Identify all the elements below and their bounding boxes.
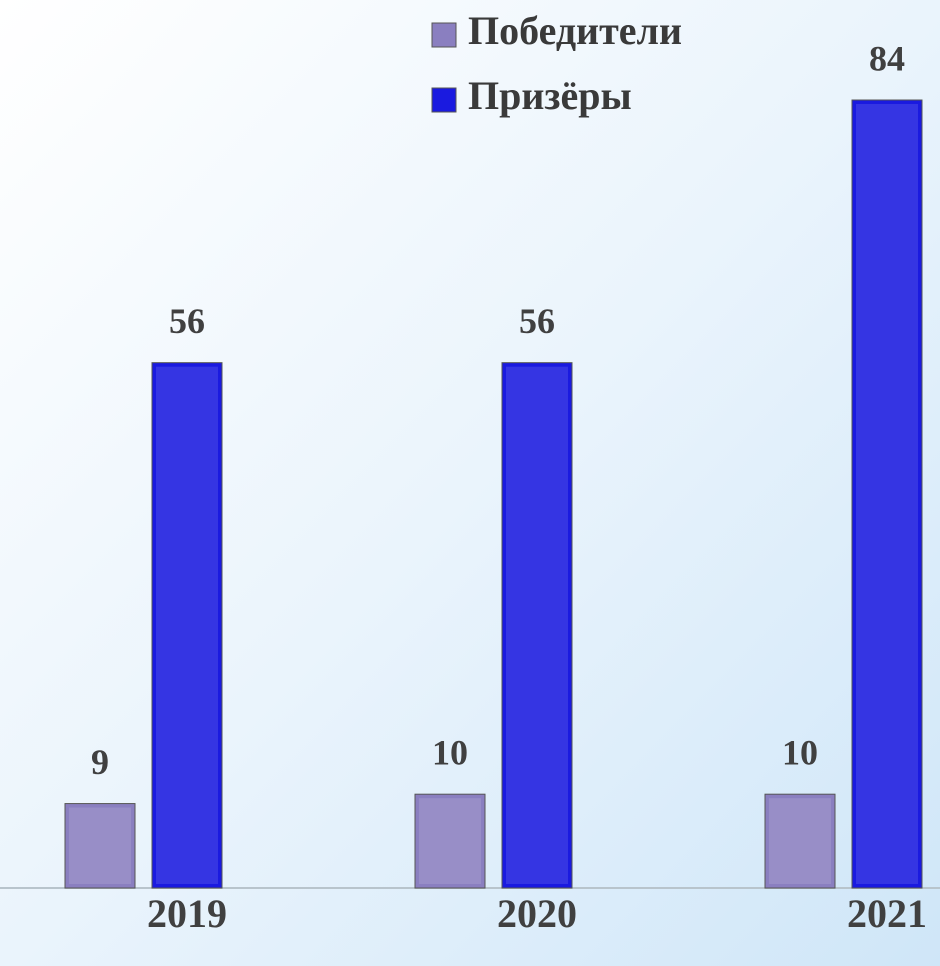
data-label: 56: [519, 301, 555, 341]
legend-label: Призёры: [468, 73, 632, 118]
data-label: 10: [432, 732, 468, 772]
bar: [151, 362, 223, 889]
legend-label: Победители: [468, 8, 682, 53]
bar-shade: [769, 798, 831, 884]
bar-shade: [156, 366, 218, 885]
x-tick-label: 2020: [497, 891, 577, 936]
legend-swatch: [431, 87, 457, 113]
data-label: 56: [169, 301, 205, 341]
bar-shade: [856, 104, 918, 884]
bar-shade: [419, 798, 481, 884]
data-label: 84: [869, 38, 905, 78]
x-tick-label: 2021: [847, 891, 927, 936]
bar: [414, 793, 486, 889]
bar-shade: [69, 807, 131, 884]
data-label: 10: [782, 732, 818, 772]
bar: [764, 793, 836, 889]
bar: [64, 803, 136, 889]
bar-shade: [506, 366, 568, 885]
x-tick-label: 2019: [147, 891, 227, 936]
bar: [851, 99, 923, 889]
data-label: 9: [91, 742, 109, 782]
legend-swatch: [431, 22, 457, 48]
bar: [501, 362, 573, 889]
